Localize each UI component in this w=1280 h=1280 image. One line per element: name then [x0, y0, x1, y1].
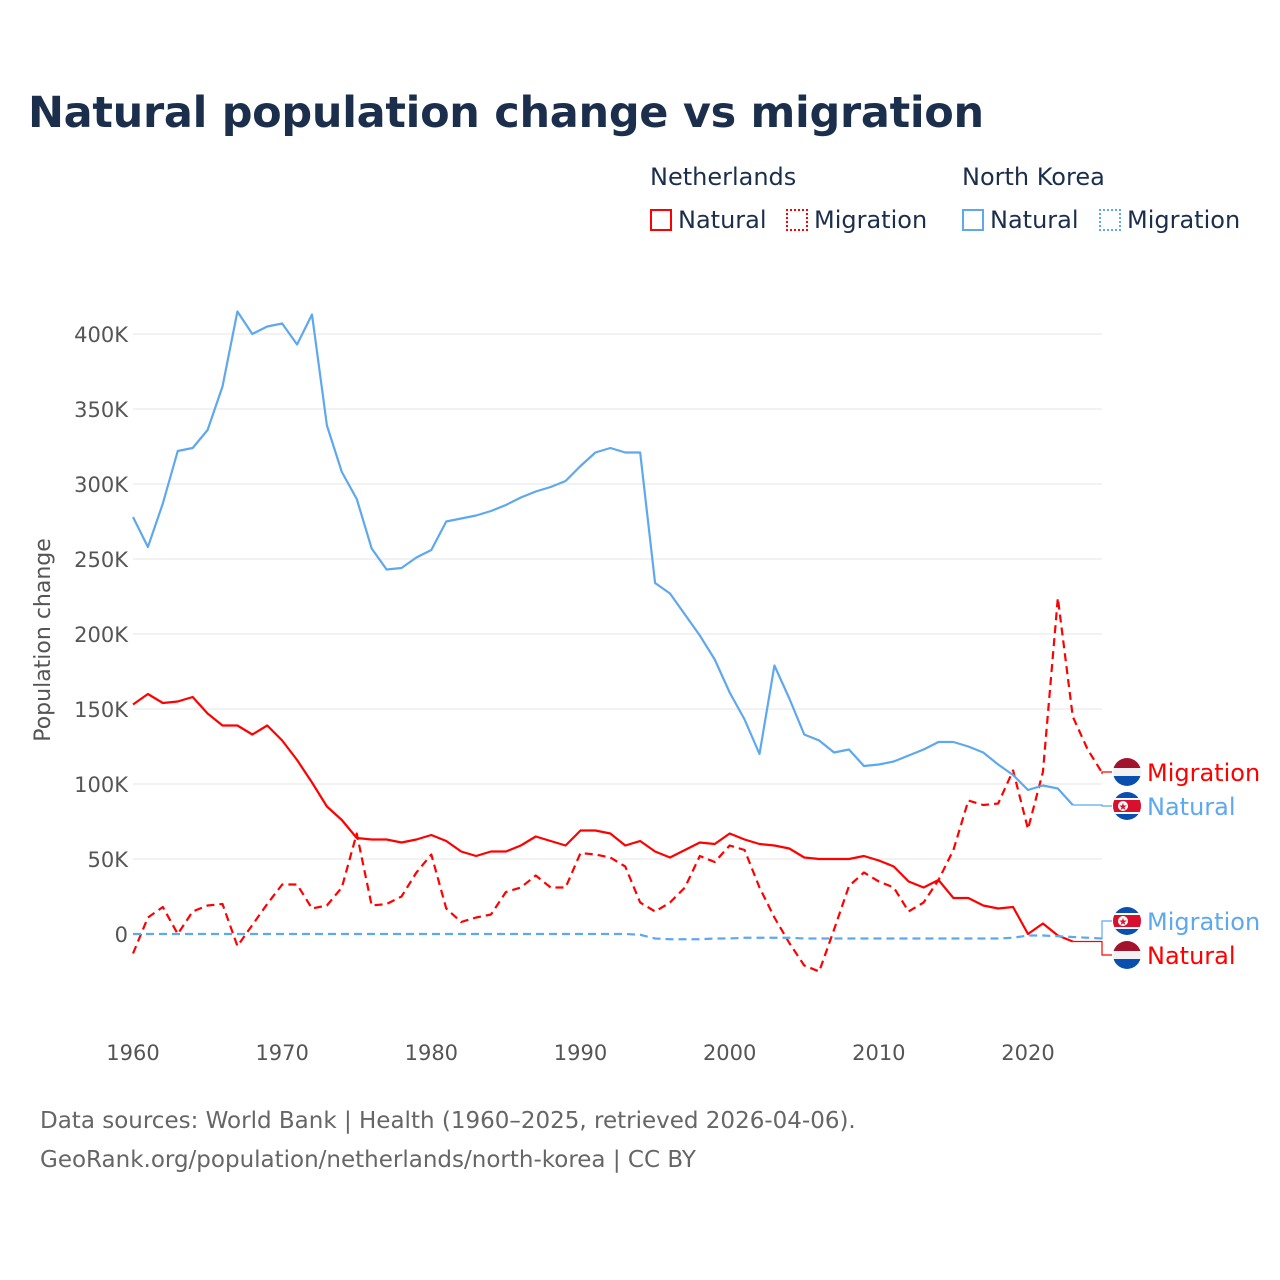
series-line-nk-migration	[133, 932, 1103, 941]
y-tick-label: 400K	[74, 323, 129, 347]
y-tick-label: 50K	[88, 848, 130, 872]
flag-body	[1113, 941, 1141, 969]
legend-label: Migration	[1127, 206, 1241, 234]
flag-disc	[1118, 916, 1128, 926]
legend-item-netherlands-natural[interactable]: Natural	[650, 206, 767, 234]
legend-item-north-korea-natural[interactable]: Natural	[962, 206, 1079, 234]
series-line-nk-natural	[132, 310, 1074, 806]
chart-title: Natural population change vs migration	[28, 88, 984, 138]
netherlands-flag-icon	[1113, 941, 1141, 969]
netherlands-flag-icon	[1113, 758, 1141, 786]
x-tick-label: 1980	[405, 1041, 458, 1065]
legend-label: Natural	[990, 206, 1079, 234]
x-tick-label: 1970	[255, 1041, 308, 1065]
legend-swatch-solid-red	[650, 209, 672, 231]
label-connector	[1072, 940, 1112, 956]
legend-label: Migration	[814, 206, 928, 234]
end-label-nl-natural: Natural	[1147, 942, 1236, 970]
flag-star: ★	[1119, 917, 1128, 928]
y-tick-label: 200K	[74, 623, 129, 647]
flag-stripe	[1113, 776, 1141, 786]
flag-stripe	[1113, 959, 1141, 969]
series-line-nl-migration	[131, 596, 1104, 973]
end-label-nl-migration: Migration	[1147, 759, 1260, 787]
north-korea-flag-icon: ★	[1113, 792, 1141, 820]
flag-body: ★	[1113, 792, 1141, 820]
flag-stripe	[1113, 768, 1141, 776]
y-axis-title: Population change	[31, 538, 56, 742]
y-tick-label: 150K	[74, 698, 129, 722]
legend-swatch-dotted-red	[786, 209, 808, 231]
x-tick-label: 2000	[703, 1041, 756, 1065]
flag-body: ★	[1113, 907, 1141, 935]
footer-sources: Data sources: World Bank | Health (1960–…	[40, 1108, 856, 1134]
flag-stripe	[1113, 758, 1141, 768]
legend-group-north-korea: North Korea	[962, 163, 1105, 191]
legend-swatch-dotted-blue	[1099, 209, 1121, 231]
north-korea-flag-icon: ★	[1113, 907, 1141, 935]
y-tick-label: 0	[115, 923, 128, 947]
y-tick-label: 100K	[74, 773, 129, 797]
y-tick-label: 250K	[74, 548, 129, 572]
flag-star: ★	[1119, 802, 1128, 813]
label-connector	[1101, 771, 1112, 775]
legend-group-netherlands: Netherlands	[650, 163, 797, 191]
x-tick-label: 1960	[106, 1041, 159, 1065]
flag-body	[1113, 758, 1141, 786]
legend-swatch-solid-blue	[962, 209, 984, 231]
flag-stripe	[1113, 941, 1141, 951]
x-tick-label: 2020	[1001, 1041, 1054, 1065]
legend-item-netherlands-migration[interactable]: Migration	[786, 206, 927, 234]
x-tick-label: 1990	[554, 1041, 607, 1065]
legend-label: Natural	[678, 206, 767, 234]
label-connector	[1101, 920, 1112, 940]
x-tick-label: 2010	[852, 1041, 905, 1065]
flag-disc	[1118, 801, 1128, 811]
legend-item-north-korea-migration[interactable]: Migration	[1099, 206, 1240, 234]
y-tick-label: 350K	[74, 398, 129, 422]
y-tick-label: 300K	[74, 473, 129, 497]
end-label-nk-natural: Natural	[1147, 793, 1236, 821]
flag-stripe	[1113, 951, 1141, 959]
footer-link[interactable]: GeoRank.org/population/netherlands/north…	[40, 1147, 696, 1173]
end-label-nk-migration: Migration	[1147, 908, 1260, 936]
series-line-nl-natural	[132, 692, 1074, 943]
label-connector	[1072, 804, 1112, 807]
